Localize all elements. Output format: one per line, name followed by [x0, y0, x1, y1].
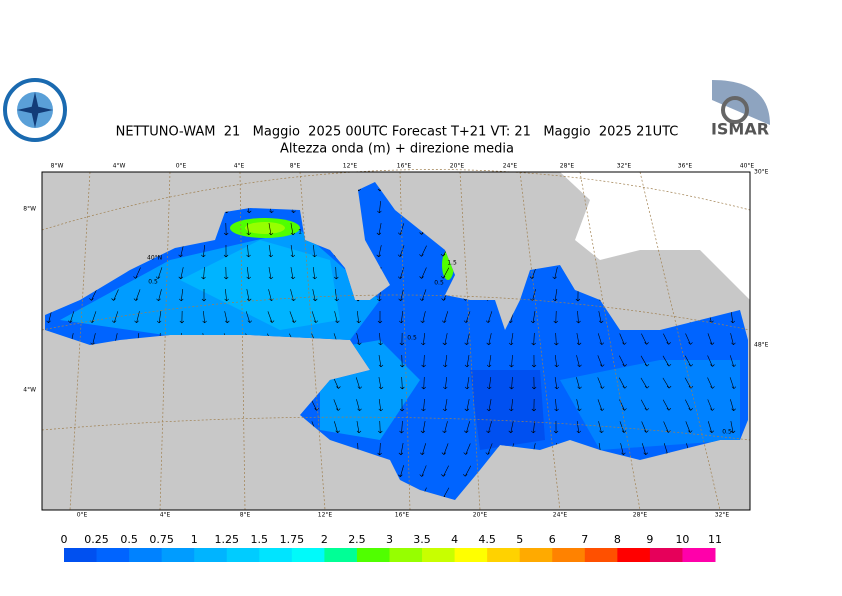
colorbar-swatch — [96, 548, 130, 562]
top-label: 20°E — [450, 163, 465, 170]
colorbar: 0 0.25 0.5 0.75 1 1.25 1.5 1.75 2 2.5 3 3.5 4 4.5 5 6 7 8… — [61, 533, 722, 562]
bottom-label: 20°E — [473, 512, 488, 519]
top-label: 28°E — [560, 163, 575, 170]
colorbar-swatch — [519, 548, 553, 562]
top-label: 8°W — [51, 163, 64, 170]
colorbar-swatch — [617, 548, 651, 562]
colorbar-label: 0 — [61, 533, 68, 546]
colorbar-swatch — [324, 548, 358, 562]
colorbar-label: 0.5 — [120, 533, 138, 546]
bottom-label: 32°E — [715, 512, 730, 519]
graticule-labels: 8°W 4°W 0°E 4°E 8°E 12°E 16°E 20°E 24°E 28°E 32°E 3… — [23, 163, 768, 519]
top-label: 4°W — [113, 163, 126, 170]
colorbar-swatch — [194, 548, 228, 562]
map: 8°W 4°W 0°E 4°E 8°E 12°E 16°E 20°E 24°E 28°E 32°E 3… — [23, 163, 768, 519]
colorbar-label: 5 — [516, 533, 523, 546]
left-label: 4°W — [23, 387, 36, 394]
colorbar-label: 4.5 — [478, 533, 496, 546]
contour-label: 0.5 — [407, 335, 417, 342]
colorbar-label: 2 — [321, 533, 328, 546]
colorbar-label: 1.75 — [280, 533, 305, 546]
colorbar-label: 10 — [675, 533, 689, 546]
colorbar-swatch — [64, 548, 98, 562]
subtitle: Altezza onda (m) + direzione media — [280, 142, 514, 157]
colorbar-swatch — [259, 548, 293, 562]
colorbar-swatch — [226, 548, 260, 562]
colorbar-swatch — [422, 548, 456, 562]
top-label: 8°E — [290, 163, 301, 170]
left-label: 8°W — [23, 206, 36, 213]
colorbar-swatch — [682, 548, 716, 562]
contour-label: 1 — [298, 229, 302, 236]
inner-label: 40°N — [147, 255, 162, 262]
colorbar-label: 7 — [581, 533, 588, 546]
contour-label: 0.5 — [434, 280, 444, 287]
colorbar-label: 9 — [646, 533, 653, 546]
bottom-label: 24°E — [553, 512, 568, 519]
bottom-label: 4°E — [160, 512, 171, 519]
colorbar-label: 11 — [708, 533, 722, 546]
top-label: 4°E — [234, 163, 245, 170]
colorbar-label: 1 — [191, 533, 198, 546]
top-label: 0°E — [176, 163, 187, 170]
colorbar-swatch — [356, 548, 390, 562]
bottom-label: 0°E — [77, 512, 88, 519]
colorbar-label: 1.25 — [215, 533, 240, 546]
colorbar-label: 8 — [614, 533, 621, 546]
colorbar-swatch — [291, 548, 325, 562]
colorbar-swatch — [584, 548, 618, 562]
top-label: 32°E — [617, 163, 632, 170]
bottom-label: 16°E — [395, 512, 410, 519]
colorbar-swatch — [129, 548, 163, 562]
bottom-label: 28°E — [633, 512, 648, 519]
top-label: 40°E — [740, 163, 755, 170]
bottom-label: 8°E — [240, 512, 251, 519]
colorbar-label: 2.5 — [348, 533, 366, 546]
colorbar-swatch — [649, 548, 683, 562]
colorbar-label: 1.5 — [251, 533, 269, 546]
right-label: 48°E — [754, 342, 769, 349]
colorbar-label: 3.5 — [413, 533, 431, 546]
colorbar-label: 4 — [451, 533, 458, 546]
logo-right: ISMAR — [710, 80, 770, 140]
colorbar-label: 6 — [549, 533, 556, 546]
logo-text: ISMAR — [711, 120, 769, 139]
colorbar-swatch — [161, 548, 195, 562]
contour-label: 1.5 — [447, 260, 457, 267]
title: NETTUNO-WAM 21 Maggio 2025 00UTC Forecas… — [116, 125, 679, 140]
top-label: 24°E — [503, 163, 518, 170]
contour-label: 0.5 — [722, 429, 732, 436]
colorbar-swatch — [454, 548, 488, 562]
top-label: 12°E — [343, 163, 358, 170]
top-label: 36°E — [678, 163, 693, 170]
colorbar-swatch — [487, 548, 521, 562]
bottom-label: 12°E — [318, 512, 333, 519]
colorbar-swatch — [389, 548, 423, 562]
colorbar-swatch — [552, 548, 586, 562]
logo-left — [3, 78, 67, 142]
top-label: 16°E — [397, 163, 412, 170]
contour-label: 0.5 — [148, 279, 158, 286]
colorbar-label: 3 — [386, 533, 393, 546]
colorbar-label: 0.75 — [149, 533, 174, 546]
right-label: 30°E — [754, 169, 769, 176]
colorbar-label: 0.25 — [84, 533, 109, 546]
